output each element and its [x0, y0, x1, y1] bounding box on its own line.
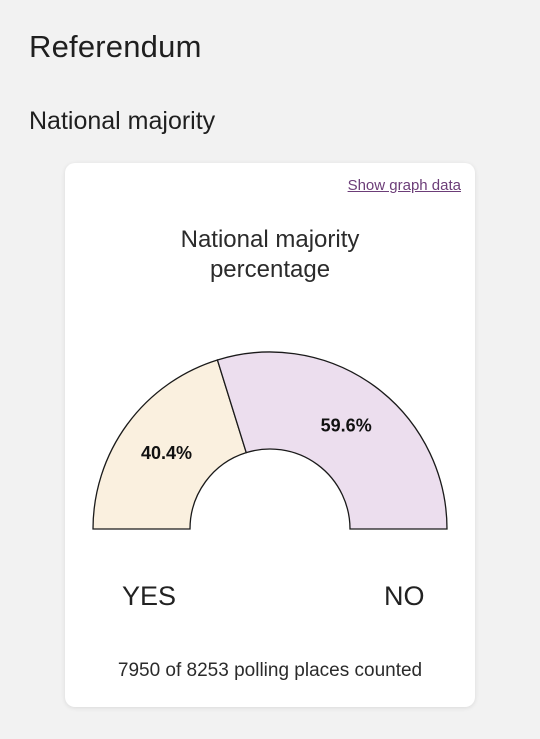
gauge-slice-yes [92, 359, 248, 530]
polling-count-text: 7950 of 8253 polling places counted [117, 660, 423, 681]
gauge-chart: 40.4% 59.6% [92, 351, 448, 530]
gauge-value-label-no: 59.6% [321, 416, 372, 436]
chart-title: National majority percentage [180, 226, 360, 283]
section-title: National majority [29, 107, 216, 135]
category-label-yes: YES [122, 581, 177, 611]
gauge-value-label-yes: 40.4% [141, 443, 192, 463]
gauge-slice-no [216, 351, 448, 530]
page-title: Referendum [29, 29, 202, 64]
category-label-no: NO [384, 581, 425, 611]
chart-card: Show graph data National majority percen… [65, 163, 475, 707]
show-graph-data-link[interactable]: Show graph data [347, 177, 461, 194]
